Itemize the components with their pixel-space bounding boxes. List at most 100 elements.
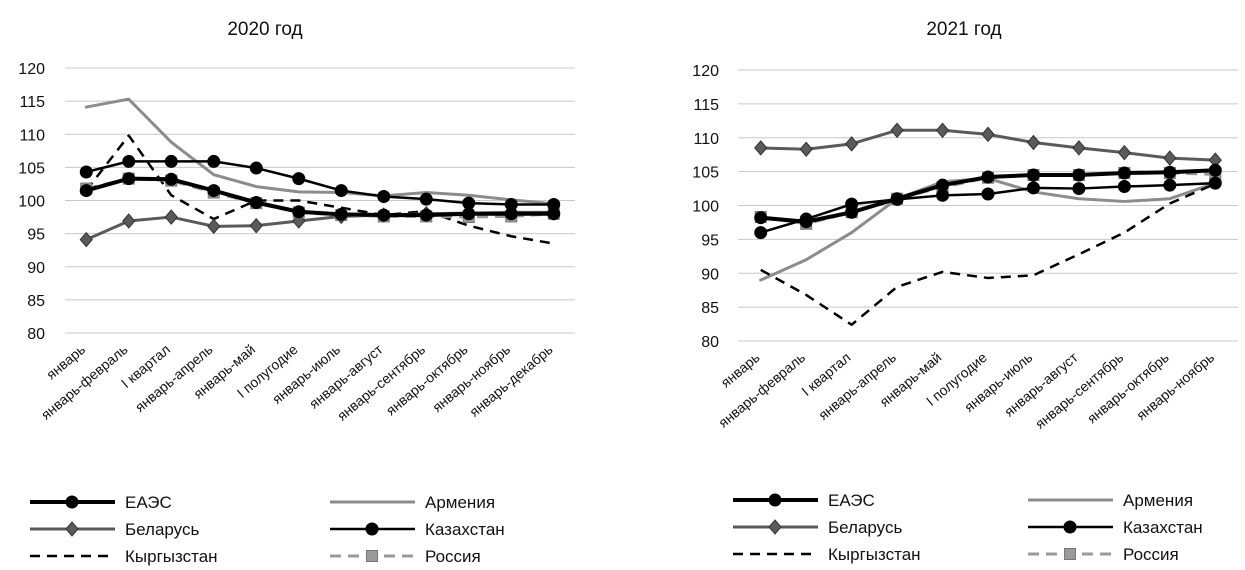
- data-point-kazakhstan: [377, 190, 391, 204]
- x-tick-label: январь-апрель: [815, 349, 899, 423]
- data-point-eaeu: [547, 207, 561, 221]
- data-point-belarus: [1163, 150, 1177, 166]
- data-point-eaeu: [1163, 165, 1177, 179]
- y-tick-label: 85: [27, 293, 45, 310]
- data-point-kazakhstan: [1072, 182, 1086, 196]
- chart-2021-panel: 2021 год 80 85 90 95 100 105 110 115 120 январь янв…: [623, 0, 1245, 570]
- legend-item-armenia: Армения: [1028, 491, 1193, 510]
- data-point-belarus: [1072, 140, 1086, 156]
- data-point-kazakhstan: [1117, 180, 1131, 194]
- chart-2020: 2020 год80859095100105110115120январьянв…: [18, 19, 575, 566]
- legend-item-kyrgyzstan: Кыргызстан: [30, 547, 218, 566]
- data-point-belarus: [249, 217, 263, 234]
- legend-label: ЕАЭС: [828, 491, 875, 510]
- data-point-eaeu: [164, 172, 178, 186]
- data-point-kazakhstan: [1208, 176, 1222, 190]
- data-point-eaeu: [754, 211, 768, 225]
- series-eaeu: [79, 172, 561, 222]
- data-point-belarus: [1117, 144, 1132, 161]
- legend-marker: [65, 495, 79, 509]
- data-point-eaeu: [79, 184, 93, 198]
- data-point-eaeu: [462, 207, 476, 221]
- data-point-kazakhstan: [981, 187, 995, 201]
- data-point-kazakhstan: [164, 154, 178, 168]
- y-tick-label: 100: [18, 194, 45, 211]
- data-point-kazakhstan: [79, 165, 93, 179]
- data-point-kazakhstan: [1163, 178, 1177, 192]
- legend-label: Кыргызстан: [828, 545, 921, 564]
- legend-label: Кыргызстан: [125, 547, 218, 566]
- data-point-belarus: [754, 140, 768, 156]
- chart-title: 2020 год: [227, 19, 302, 40]
- series-kazakhstan: [754, 176, 1222, 240]
- data-point-eaeu: [122, 172, 136, 186]
- legend-label: Россия: [425, 547, 481, 566]
- legend-item-russia: Россия: [330, 547, 481, 566]
- series-line-kazakhstan: [85, 160, 555, 206]
- y-tick-label: 115: [19, 94, 45, 111]
- series-belarus: [754, 122, 1222, 168]
- legend-label: Беларусь: [828, 518, 902, 537]
- legend: ЕАЭС Армения Беларусь Казахстан Кыргызстан Ро…: [733, 491, 1203, 564]
- data-point-eaeu: [1026, 168, 1040, 182]
- data-point-belarus: [799, 141, 813, 158]
- data-point-belarus: [207, 218, 221, 235]
- y-tick-label: 80: [27, 326, 45, 343]
- data-point-eaeu: [845, 205, 859, 219]
- legend-label: Беларусь: [125, 520, 199, 539]
- y-tick-label: 90: [27, 260, 45, 277]
- series-armenia: [84, 97, 556, 206]
- y-tick-label: 80: [701, 334, 719, 351]
- data-point-eaeu: [1208, 163, 1222, 177]
- data-point-kazakhstan: [419, 192, 433, 206]
- y-tick-label: 120: [692, 63, 719, 80]
- data-point-eaeu: [799, 215, 813, 229]
- data-point-kazakhstan: [122, 154, 136, 168]
- y-tick-label: 95: [701, 232, 719, 249]
- data-point-belarus: [164, 209, 178, 225]
- legend-label: Армения: [425, 493, 495, 512]
- series-kyrgyzstan: [760, 182, 1216, 326]
- data-point-eaeu: [1117, 166, 1131, 180]
- series-line-kyrgyzstan: [85, 134, 554, 245]
- data-point-eaeu: [890, 192, 904, 206]
- legend-marker: [366, 550, 378, 562]
- data-point-kazakhstan: [207, 154, 221, 168]
- y-tick-label: 105: [18, 160, 45, 177]
- data-point-belarus: [79, 231, 93, 248]
- y-tick-label: 110: [693, 131, 719, 148]
- data-point-eaeu: [207, 184, 221, 198]
- series-line-kyrgyzstan: [760, 182, 1216, 326]
- legend-item-eaeu: ЕАЭС: [733, 491, 875, 510]
- data-point-eaeu: [249, 195, 263, 209]
- y-tick-label: 115: [693, 97, 719, 114]
- data-point-kazakhstan: [249, 161, 263, 175]
- legend-item-russia: Россия: [1028, 545, 1179, 564]
- legend: ЕАЭС Армения Беларусь Казахстан Кыргызстан Ро…: [30, 493, 505, 566]
- y-tick-label: 100: [692, 199, 719, 216]
- legend-item-kazakhstan: Казахстан: [330, 520, 505, 539]
- y-tick-label: 120: [18, 61, 45, 78]
- data-point-kazakhstan: [1026, 181, 1040, 195]
- legend-marker: [768, 519, 782, 535]
- data-point-belarus: [890, 122, 904, 139]
- data-point-belarus: [844, 136, 859, 152]
- chart-2021: 2021 год80859095100105110115120январьянв…: [692, 19, 1238, 564]
- data-point-eaeu: [419, 208, 433, 222]
- x-tick-label: январь-ноябрь: [1133, 349, 1217, 423]
- chart-2020-panel: 2020 год 80 85 90 95 100 105 110 115 120 январь янв…: [0, 0, 622, 570]
- legend-item-armenia: Армения: [330, 493, 495, 512]
- y-tick-label: 85: [701, 300, 719, 317]
- data-point-kazakhstan: [754, 226, 768, 240]
- legend-item-eaeu: ЕАЭС: [30, 493, 172, 512]
- series-eaeu: [754, 163, 1222, 229]
- legend-label: Казахстан: [1123, 518, 1203, 537]
- series-kyrgyzstan: [85, 134, 554, 245]
- data-point-eaeu: [377, 208, 391, 222]
- chart-title: 2021 год: [926, 19, 1001, 40]
- series-kazakhstan: [79, 154, 561, 211]
- legend-label: Казахстан: [425, 520, 505, 539]
- data-point-belarus: [935, 122, 950, 139]
- data-point-belarus: [981, 126, 995, 143]
- legend-item-belarus: Беларусь: [30, 520, 199, 539]
